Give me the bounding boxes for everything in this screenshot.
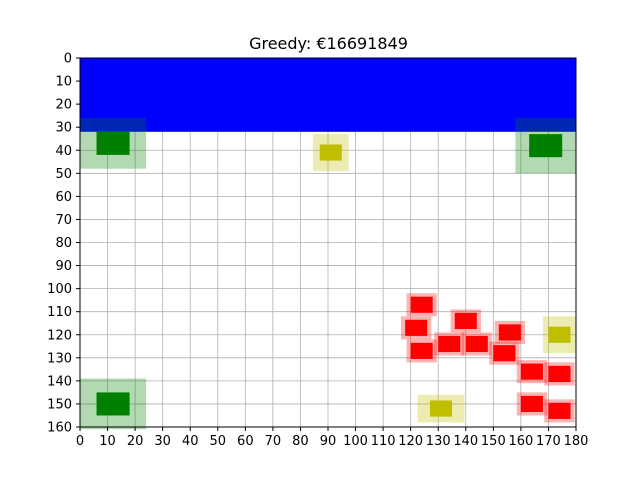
blue-band-region: [80, 58, 576, 132]
red-marker: [498, 324, 521, 341]
y-tick-label: 130: [47, 351, 72, 366]
red-marker: [438, 335, 461, 353]
green-marker: [96, 131, 130, 155]
red-marker: [493, 345, 516, 362]
x-tick-label: 70: [265, 434, 282, 449]
red-marker: [520, 395, 543, 413]
green-marker: [96, 392, 130, 416]
y-tick-label: 60: [55, 190, 72, 205]
red-marker: [410, 296, 433, 313]
red-marker: [405, 319, 428, 336]
x-tick-label: 150: [481, 434, 506, 449]
x-tick-label: 90: [320, 434, 337, 449]
x-tick-label: 10: [99, 434, 116, 449]
y-tick-label: 160: [47, 421, 72, 436]
green-marker: [529, 134, 563, 158]
yellow-marker: [319, 144, 342, 161]
x-tick-label: 160: [508, 434, 533, 449]
yellow-marker: [548, 326, 571, 343]
y-tick-label: 110: [47, 305, 72, 320]
y-tick-label: 120: [47, 328, 72, 343]
y-tick-label: 0: [64, 52, 72, 67]
x-tick-label: 120: [398, 434, 423, 449]
red-marker: [520, 363, 543, 380]
y-tick-label: 30: [55, 121, 72, 136]
red-marker: [548, 365, 571, 383]
x-tick-label: 180: [564, 434, 589, 449]
x-tick-label: 110: [371, 434, 396, 449]
x-tick-label: 20: [127, 434, 144, 449]
red-marker: [548, 402, 571, 419]
x-tick-label: 0: [76, 434, 84, 449]
red-marker: [454, 312, 477, 329]
yellow-marker: [429, 400, 452, 417]
red-marker: [465, 335, 488, 353]
y-tick-label: 70: [55, 213, 72, 228]
y-tick-label: 100: [47, 282, 72, 297]
chart-title: Greedy: €16691849: [249, 34, 408, 53]
item-layer: [80, 117, 576, 430]
y-tick-label: 140: [47, 374, 72, 389]
x-tick-label: 30: [154, 434, 171, 449]
y-tick-label: 10: [55, 75, 72, 90]
y-tick-label: 40: [55, 144, 72, 159]
y-tick-label: 150: [47, 397, 72, 412]
y-tick-label: 20: [55, 98, 72, 113]
x-tick-label: 50: [210, 434, 227, 449]
region-layer: [80, 58, 576, 132]
x-tick-label: 80: [292, 434, 309, 449]
x-tick-label: 40: [182, 434, 199, 449]
axis-layer: 0 10 20 30 40 50 60 70 80 90 100 110 120 130 140 150 160…: [47, 52, 588, 450]
red-marker: [410, 342, 433, 359]
x-tick-label: 100: [343, 434, 368, 449]
x-tick-label: 170: [536, 434, 561, 449]
x-tick-label: 60: [237, 434, 254, 449]
y-tick-label: 80: [55, 236, 72, 251]
x-tick-label: 130: [426, 434, 451, 449]
y-tick-label: 90: [55, 259, 72, 274]
x-tick-label: 140: [453, 434, 478, 449]
y-tick-label: 50: [55, 167, 72, 182]
